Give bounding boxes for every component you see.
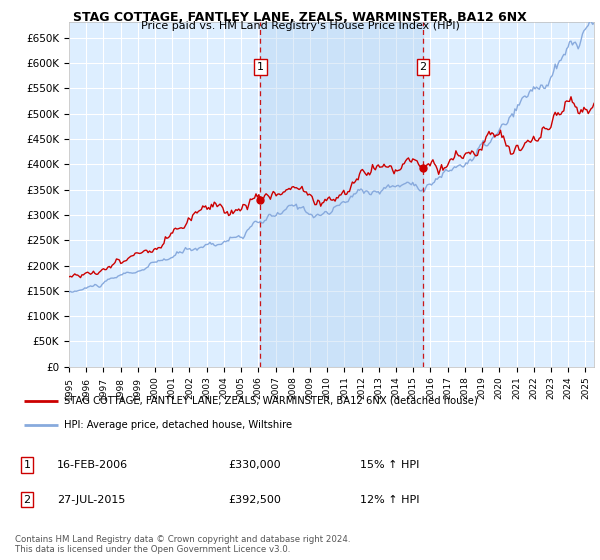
Text: £330,000: £330,000 (228, 460, 281, 470)
Text: 12% ↑ HPI: 12% ↑ HPI (360, 494, 419, 505)
Text: 15% ↑ HPI: 15% ↑ HPI (360, 460, 419, 470)
Text: HPI: Average price, detached house, Wiltshire: HPI: Average price, detached house, Wilt… (64, 420, 292, 430)
Text: STAG COTTAGE, FANTLEY LANE, ZEALS, WARMINSTER, BA12 6NX: STAG COTTAGE, FANTLEY LANE, ZEALS, WARMI… (73, 11, 527, 24)
Text: 16-FEB-2006: 16-FEB-2006 (57, 460, 128, 470)
Text: Contains HM Land Registry data © Crown copyright and database right 2024.
This d: Contains HM Land Registry data © Crown c… (15, 535, 350, 554)
Text: 2: 2 (23, 494, 31, 505)
Text: 1: 1 (257, 62, 264, 72)
Text: 1: 1 (23, 460, 31, 470)
Text: 27-JUL-2015: 27-JUL-2015 (57, 494, 125, 505)
Text: 2: 2 (419, 62, 427, 72)
Text: Price paid vs. HM Land Registry's House Price Index (HPI): Price paid vs. HM Land Registry's House … (140, 21, 460, 31)
Bar (260, 22, 423, 367)
Text: STAG COTTAGE, FANTLEY LANE, ZEALS, WARMINSTER, BA12 6NX (detached house): STAG COTTAGE, FANTLEY LANE, ZEALS, WARMI… (64, 396, 478, 406)
Text: £392,500: £392,500 (228, 494, 281, 505)
